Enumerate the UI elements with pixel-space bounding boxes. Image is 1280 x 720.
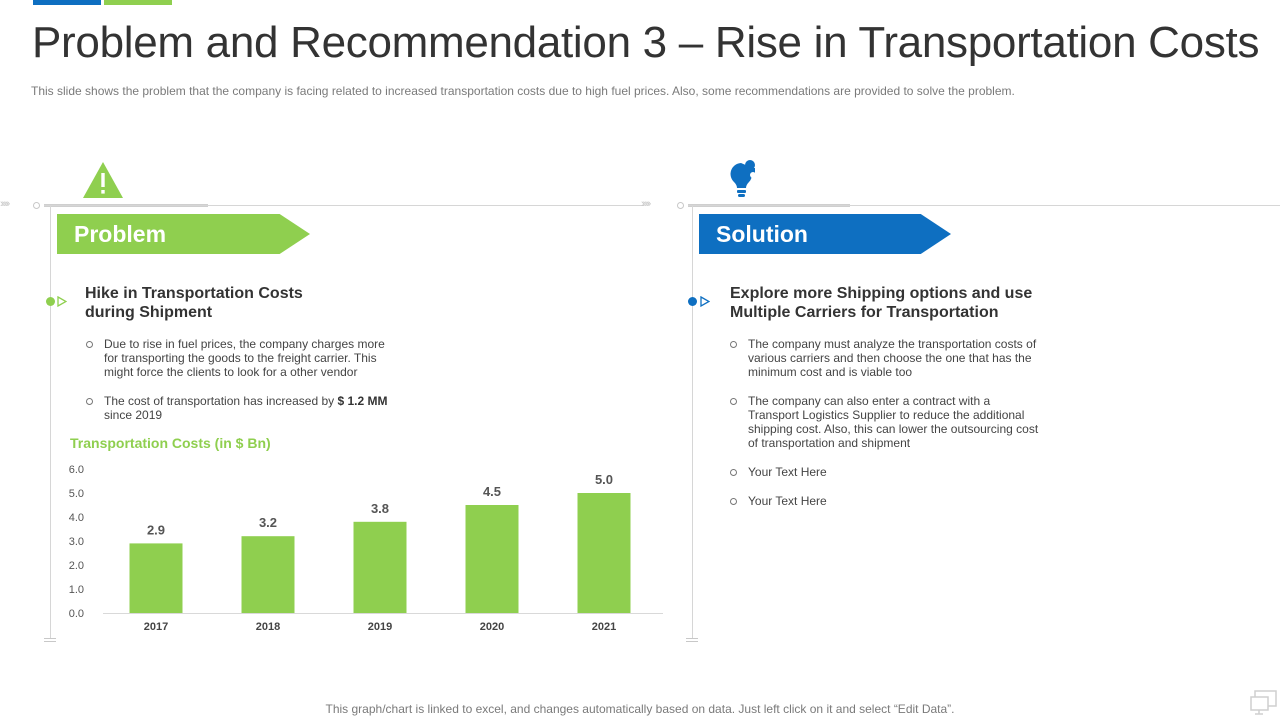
data-label-2020: 4.5 — [483, 484, 501, 499]
solution-heading: Explore more Shipping options and use Mu… — [730, 284, 1050, 322]
x-tick-label-2021: 2021 — [592, 621, 616, 633]
x-tick-label-2017: 2017 — [144, 621, 168, 633]
problem-heading-line2: during Shipment — [85, 304, 213, 321]
bar-2020 — [465, 505, 519, 613]
chart-title: Transportation Costs (in $ Bn) — [70, 435, 271, 451]
y-tick-label: 0.0 — [69, 608, 84, 620]
solution-bullet-4: Your Text Here — [729, 494, 1039, 508]
x-tick-label-2018: 2018 — [256, 621, 280, 633]
x-tick-label-2020: 2020 — [480, 621, 504, 633]
vertical-rule-base-left — [44, 638, 56, 639]
bar-2021 — [577, 493, 631, 613]
problem-bullet-2-amount: $ 1.2 MM — [337, 394, 388, 408]
y-tick-label: 5.0 — [69, 488, 84, 500]
chevron-decoration-right: ››››› — [641, 198, 651, 210]
problem-marker-arrow-icon — [57, 296, 67, 307]
chevron-decoration-left: ››››› — [0, 198, 10, 210]
data-label-2018: 3.2 — [259, 515, 277, 530]
warning-triangle-icon — [83, 162, 123, 198]
bar-2018 — [241, 536, 295, 613]
data-label-2021: 5.0 — [595, 472, 613, 487]
solution-marker-arrow-icon — [700, 296, 710, 307]
slide-view-icon — [1250, 690, 1277, 715]
top-accent-green — [104, 0, 172, 5]
y-tick-label: 1.0 — [69, 584, 84, 596]
bar-2017 — [129, 543, 183, 613]
data-label-2019: 3.8 — [371, 501, 389, 516]
y-tick-label: 4.0 — [69, 512, 84, 524]
problem-bullet-1: Due to rise in fuel prices, the company … — [85, 337, 397, 379]
transportation-costs-bar-chart[interactable]: 0.0 1.0 2.0 3.0 4.0 5.0 6.0 2.9 2017 3.2 2018 3.8 20… — [60, 458, 670, 638]
y-tick-label: 2.0 — [69, 560, 84, 572]
problem-banner: Problem — [57, 214, 310, 254]
timeline-rule-left — [44, 205, 644, 206]
top-accent-blue — [33, 0, 101, 5]
y-tick-label: 6.0 — [69, 464, 84, 476]
y-tick-label: 3.0 — [69, 536, 84, 548]
vertical-rule-right — [692, 206, 693, 638]
solution-bullet-3: Your Text Here — [729, 465, 1039, 479]
problem-heading-line1: Hike in Transportation Costs — [85, 285, 303, 302]
solution-bullet-2: The company can also enter a contract wi… — [729, 394, 1039, 450]
solution-heading-line2: Multiple Carriers for Transportation — [730, 304, 999, 321]
lightbulb-puzzle-icon — [730, 160, 756, 197]
slide-title: Problem and Recommendation 3 – Rise in T… — [32, 18, 1260, 67]
problem-heading: Hike in Transportation Costs during Ship… — [85, 284, 385, 322]
solution-bullet-1: The company must analyze the transportat… — [729, 337, 1039, 379]
vertical-rule-base-left-2 — [44, 641, 56, 642]
solution-banner: Solution — [699, 214, 951, 254]
solution-marker-dot — [688, 297, 697, 306]
timeline-rule-right — [688, 205, 1280, 206]
vertical-rule-left — [50, 206, 51, 638]
bar-2019 — [353, 521, 407, 613]
problem-marker-dot — [46, 297, 55, 306]
ring-decoration-left — [33, 202, 40, 209]
problem-bullet-2-suffix: since 2019 — [104, 408, 163, 422]
problem-bullet-2-prefix: The cost of transportation has increased… — [104, 394, 338, 408]
x-tick-label-2019: 2019 — [368, 621, 392, 633]
data-label-2017: 2.9 — [147, 522, 165, 537]
vertical-rule-base-right — [686, 638, 698, 639]
solution-bullet-list: The company must analyze the transportat… — [729, 337, 1039, 523]
ring-decoration-right — [677, 202, 684, 209]
vertical-rule-base-right-2 — [686, 641, 698, 642]
problem-bullet-list: Due to rise in fuel prices, the company … — [85, 337, 397, 437]
problem-bullet-2: The cost of transportation has increased… — [85, 394, 397, 422]
slide-subtitle: This slide shows the problem that the co… — [31, 84, 1015, 98]
footer-note: This graph/chart is linked to excel, and… — [325, 702, 955, 716]
solution-heading-line1: Explore more Shipping options and use — [730, 285, 1033, 302]
